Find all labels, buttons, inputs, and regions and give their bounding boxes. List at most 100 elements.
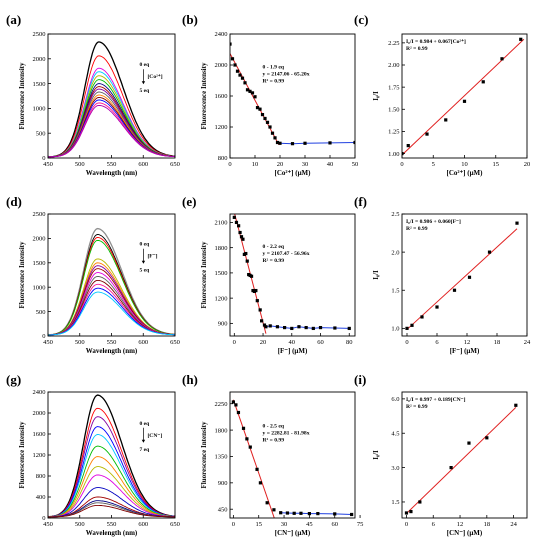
fit-annotation: y = 2282.81 - 81.98x [263, 430, 310, 436]
data-point [316, 512, 320, 516]
data-point [235, 69, 240, 73]
x-tick-label: 75 [357, 521, 364, 528]
spectrum-line [48, 445, 175, 518]
spectrum-line [48, 258, 175, 336]
y-tick-label: 1200 [33, 452, 46, 459]
x-tick-label: 30 [281, 521, 288, 528]
x-tick-label: 5 [432, 161, 435, 168]
x-tick-label: 60 [331, 521, 338, 528]
data-point [230, 57, 235, 61]
x-axis-label: Wavelength (nm) [86, 169, 138, 177]
data-point [238, 230, 242, 235]
x-tick-label: 50 [352, 161, 359, 168]
y-tick-label: 1500 [33, 260, 46, 267]
data-point [311, 326, 315, 331]
fit-annotation: 0 - 2.5 eq [263, 423, 285, 429]
x-tick-label: 0 [233, 339, 236, 346]
y-tick-label: 0 [42, 333, 45, 340]
y-tick-label: 6.0 [391, 396, 399, 403]
data-point [299, 511, 303, 515]
spectrum-line [48, 407, 175, 518]
data-point [487, 250, 492, 254]
axes-frame [229, 213, 356, 337]
spectrum-line [48, 79, 175, 158]
y-tick-label: 450 [218, 506, 228, 513]
x-axis-label: Wavelength (nm) [86, 347, 138, 355]
legend-arrowhead [141, 439, 146, 443]
spectrum-line [48, 416, 175, 518]
data-point [333, 512, 337, 516]
y-tick-label: 1.5 [391, 499, 399, 506]
axes-frame [401, 391, 528, 519]
x-tick-label: 650 [170, 161, 180, 168]
y-axis-label: I₀/I [372, 450, 380, 460]
x-tick-label: 600 [138, 521, 148, 528]
panel-d: (d) 450 500 550 600 650 0 500 1000 1500 2000 2500 Wa… [6, 194, 180, 355]
data-point [347, 326, 351, 331]
data-point [467, 441, 471, 445]
panel-label: (a) [6, 12, 21, 27]
axes-frame [229, 391, 356, 519]
y-tick-label: 2.0 [391, 249, 399, 256]
spectrum-line [48, 291, 175, 336]
x-tick-label: 0 [228, 161, 231, 168]
x-tick-label: 12 [457, 521, 464, 528]
fit-annotation: R² = 0.99 [263, 258, 285, 264]
y-axis-label: Fluorescence Intensity [200, 421, 208, 488]
spectrum-line [48, 83, 175, 158]
legend-start: 0 eq [139, 62, 150, 68]
y-tick-label: 1500 [33, 81, 46, 88]
data-point [285, 511, 290, 515]
x-tick-label: 40 [327, 161, 334, 168]
data-point [236, 410, 241, 415]
y-tick-label: 2000 [33, 56, 46, 63]
y-tick-label: 1.75 [388, 84, 399, 91]
data-point [248, 445, 252, 449]
x-tick-label: 20 [524, 161, 531, 168]
data-point [462, 99, 467, 103]
fit-annotation: R² = 0.99 [263, 79, 285, 85]
y-tick-label: 1000 [33, 106, 46, 113]
data-point [303, 141, 307, 145]
data-point [515, 221, 519, 225]
y-axis-label: Fluorescence Intensity [18, 62, 26, 129]
data-point [230, 42, 232, 46]
y-tick-label: 2.00 [388, 62, 399, 69]
x-axis-label: [Co²⁺] (μM) [275, 169, 312, 177]
panel-label: (g) [6, 372, 21, 387]
spectrum-line [48, 71, 175, 158]
spectrum-line [48, 234, 175, 336]
fit-annotation: R² = 0.99 [406, 226, 428, 232]
data-point [435, 305, 439, 309]
y-tick-label: 900 [218, 321, 228, 328]
data-point [279, 511, 283, 515]
data-point [318, 325, 323, 330]
y-tick-label: 0 [42, 155, 45, 162]
red-fit-line [230, 53, 280, 145]
data-point [307, 512, 311, 516]
legend-arrowhead [141, 81, 146, 85]
x-tick-label: 450 [43, 161, 53, 168]
y-tick-label: 800 [218, 155, 228, 162]
legend-end: 5 eq [139, 88, 150, 94]
y-tick-label: 2250 [215, 401, 228, 408]
x-axis-label: [Co²⁺] (μM) [447, 169, 484, 177]
data-point [238, 73, 242, 77]
y-tick-label: 2100 [215, 220, 228, 227]
y-tick-label: 4.5 [391, 430, 399, 437]
axes-frame [401, 213, 528, 337]
data-point [406, 144, 410, 148]
x-tick-label: 450 [43, 521, 53, 528]
data-point [297, 325, 301, 329]
data-point [409, 509, 413, 514]
fit-annotation: I₀/I = 0.984 + 0.067[Co²⁺] [406, 38, 466, 45]
x-tick-label: 6 [435, 339, 439, 346]
y-tick-label: 1200 [215, 295, 228, 302]
data-point [514, 403, 518, 407]
data-point [248, 89, 252, 93]
x-tick-label: 12 [464, 339, 471, 346]
data-point [237, 224, 241, 228]
data-point [273, 136, 277, 140]
y-tick-label: 1200 [215, 124, 228, 131]
x-tick-label: 0 [232, 521, 235, 528]
